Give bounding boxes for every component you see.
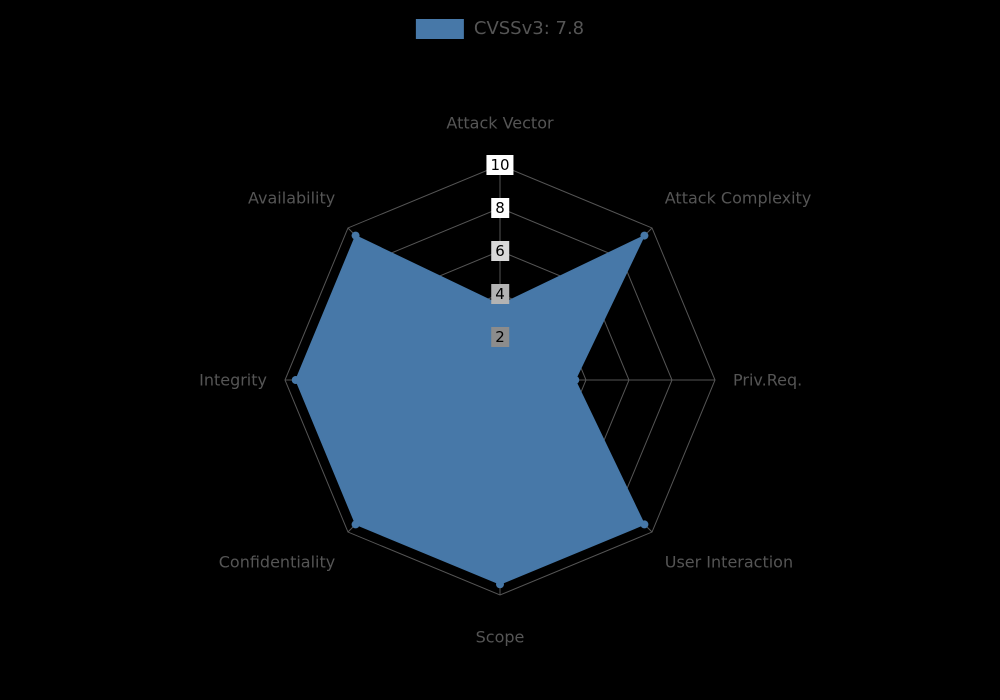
chart-legend: CVSSv3: 7.8: [416, 18, 584, 39]
legend-label: CVSSv3: 7.8: [474, 18, 584, 39]
radar-chart-container: CVSSv3: 7.8 246810Attack VectorAttack Co…: [0, 0, 1000, 700]
radar-chart-svg: [0, 0, 1000, 700]
legend-swatch: [416, 19, 464, 39]
